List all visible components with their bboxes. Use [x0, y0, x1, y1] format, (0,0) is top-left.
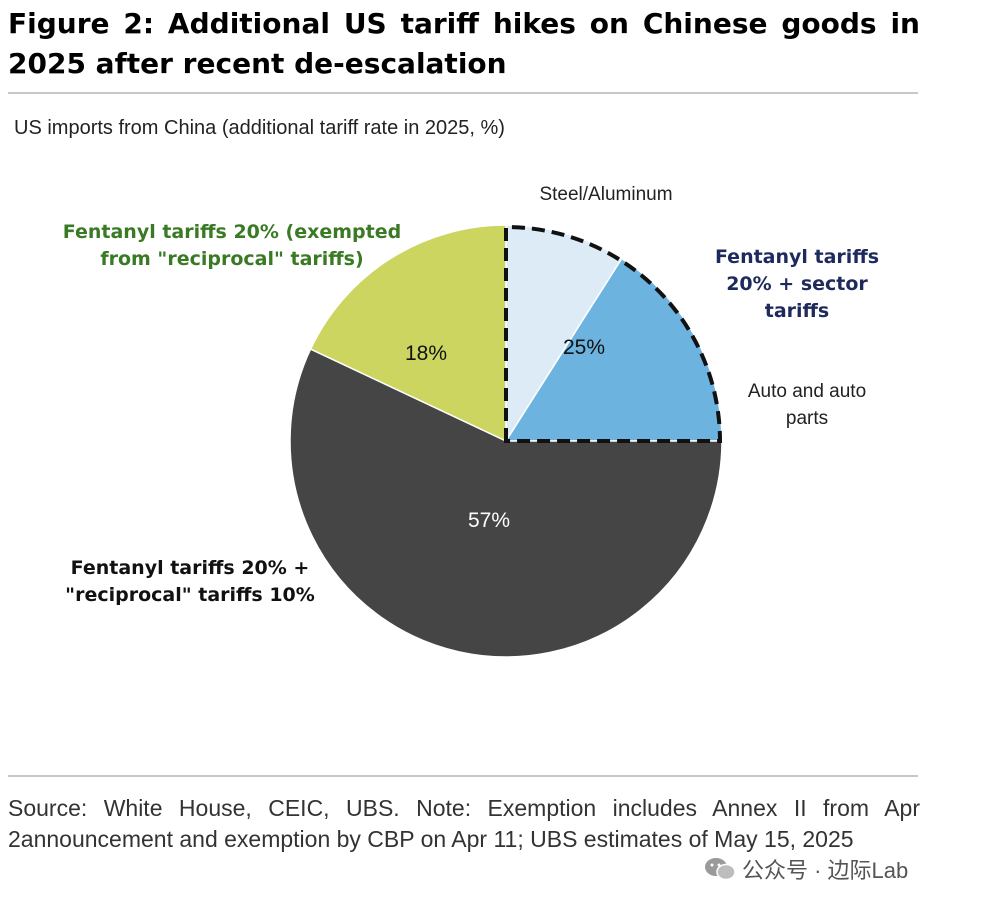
reciprocal-value-label: 57% [468, 509, 510, 532]
watermark: 公众号 · 边际Lab [704, 853, 908, 885]
auto-parts-annotation: Auto and auto parts [747, 381, 867, 429]
steel-aluminum-annotation: Steel/Aluminum [539, 184, 673, 205]
exempted-annotation: Fentanyl tariffs 20% (exempted from "rec… [62, 221, 402, 270]
sector-group-value-label: 25% [563, 336, 605, 359]
exempted-slice [309, 224, 507, 443]
reciprocal-slice [289, 348, 723, 658]
exempted-value-label: 18% [405, 342, 447, 365]
title-divider [8, 92, 918, 94]
figure-title: Figure 2: Additional US tariff hikes on … [8, 7, 920, 80]
source-note: Source: White House, CEIC, UBS. Note: Ex… [8, 795, 920, 852]
wechat-icon [705, 858, 736, 881]
chart-subtitle: US imports from China (additional tariff… [14, 117, 505, 139]
watermark-text: 公众号 · 边际Lab [742, 858, 909, 883]
footer-divider [8, 775, 918, 777]
sector-group-dashed-outline [504, 224, 723, 443]
sector-group-annotation: Fentanyl tariffs 20% + sector tariffs [714, 246, 880, 322]
reciprocal-annotation: Fentanyl tariffs 20% + "reciprocal" tari… [65, 557, 315, 606]
